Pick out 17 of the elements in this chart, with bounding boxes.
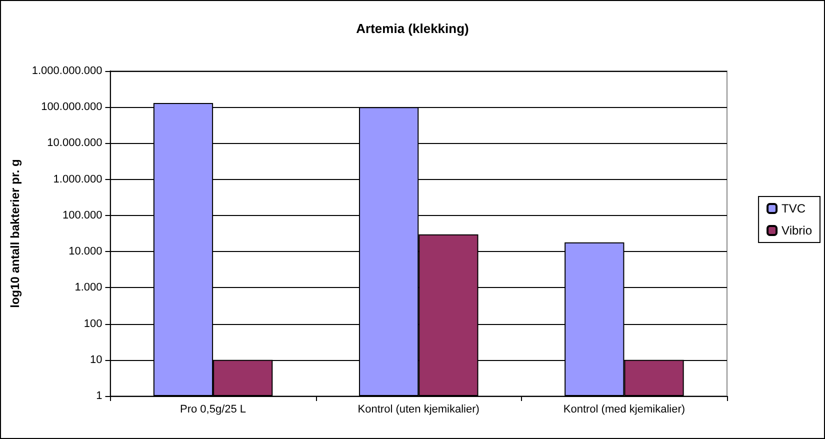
y-tick-label: 1 bbox=[96, 390, 102, 402]
x-tick-label: Pro 0,5g/25 L bbox=[180, 404, 246, 416]
y-tick-label: 1.000 bbox=[74, 282, 102, 294]
legend-label: TVC bbox=[782, 202, 806, 216]
y-tick-label: 100.000.000 bbox=[41, 101, 102, 114]
y-axis-title: log10 antall bakterier pr. g bbox=[8, 159, 22, 308]
y-tick-label: 100.000 bbox=[62, 209, 102, 222]
y-tick-label: 1.000.000 bbox=[53, 173, 102, 186]
legend-label: Vibrio bbox=[782, 224, 812, 238]
y-tick-label: 1.000.000.000 bbox=[32, 65, 102, 77]
chart-title: Artemia (klekking) bbox=[356, 21, 469, 36]
x-tick-label: Kontrol (med kjemikalier) bbox=[563, 404, 686, 416]
y-tick-label: 10 bbox=[90, 354, 102, 366]
x-tick-label: Kontrol (uten kjemikalier) bbox=[358, 404, 480, 416]
y-tick-label: 10.000 bbox=[68, 246, 102, 258]
y-tick-label: 100 bbox=[84, 318, 102, 330]
y-tick-label: 10.000.000 bbox=[47, 137, 102, 150]
